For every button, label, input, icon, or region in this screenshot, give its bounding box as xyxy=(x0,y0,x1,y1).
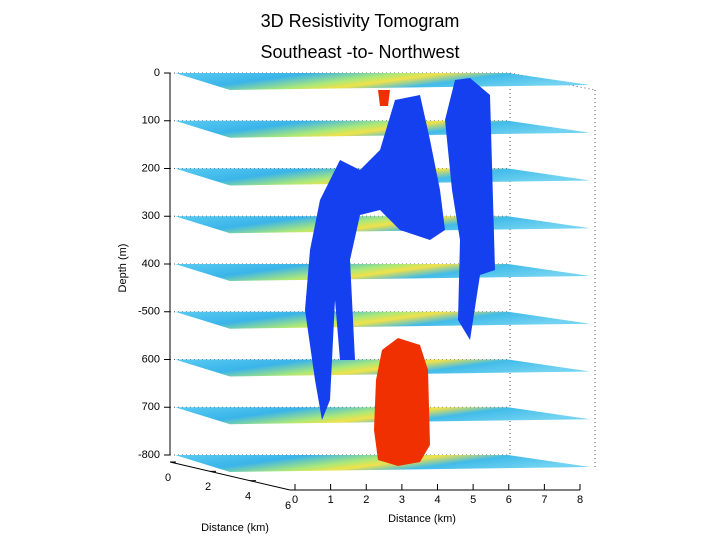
z-tick-label: 200 xyxy=(142,162,160,174)
x-tick-label: 0 xyxy=(292,494,298,506)
z-tick-label: -800 xyxy=(138,449,160,461)
x-tick-label: 6 xyxy=(506,494,512,506)
slice xyxy=(175,311,590,329)
chart-title: 3D Resistivity Tomogram xyxy=(261,11,460,31)
slice xyxy=(175,120,590,138)
z-axis-label: Depth (m) xyxy=(117,244,129,293)
blue-anomaly xyxy=(305,78,495,420)
slice xyxy=(175,216,590,234)
z-tick-label: 600 xyxy=(142,353,160,365)
z-tick-label: 300 xyxy=(142,210,160,222)
z-tick-label: 400 xyxy=(142,258,160,270)
x-tick-label: 2 xyxy=(363,494,369,506)
x-tick-label: 3 xyxy=(399,494,405,506)
y-axis xyxy=(169,461,291,491)
slice xyxy=(175,455,590,472)
x-tick-label: 7 xyxy=(541,494,547,506)
z-tick-label: 700 xyxy=(142,401,160,413)
y-axis-label: Distance (km) xyxy=(201,522,269,534)
x-tick-label: 4 xyxy=(434,494,440,506)
y-tick-label: 4 xyxy=(245,491,251,503)
z-tick-label: -500 xyxy=(138,306,160,318)
grid-line xyxy=(509,72,596,91)
x-tick-label: 1 xyxy=(328,494,334,506)
y-tick-label: 6 xyxy=(285,500,291,512)
y-tick-label: 0 xyxy=(165,472,171,484)
red-anomaly xyxy=(374,90,430,466)
x-axis-label: Distance (km) xyxy=(388,513,456,525)
chart-subtitle: Southeast -to- Northwest xyxy=(260,42,459,62)
slice xyxy=(175,73,590,90)
slice xyxy=(175,264,590,281)
x-tick-label: 8 xyxy=(577,494,583,506)
z-tick-label: 100 xyxy=(142,115,160,127)
z-tick-label: 0 xyxy=(154,67,160,79)
x-tick-label: 5 xyxy=(470,494,476,506)
y-tick-label: 2 xyxy=(205,481,211,493)
